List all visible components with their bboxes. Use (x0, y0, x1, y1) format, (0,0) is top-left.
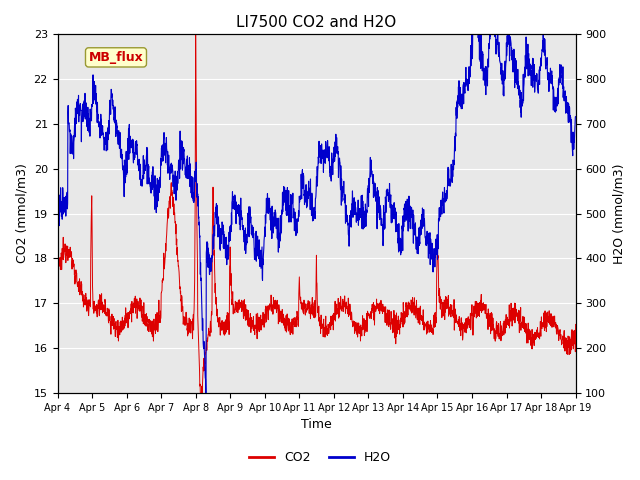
Title: LI7500 CO2 and H2O: LI7500 CO2 and H2O (236, 15, 397, 30)
Text: MB_flux: MB_flux (88, 51, 143, 64)
Y-axis label: CO2 (mmol/m3): CO2 (mmol/m3) (15, 164, 28, 264)
X-axis label: Time: Time (301, 419, 332, 432)
Y-axis label: H2O (mmol/m3): H2O (mmol/m3) (612, 163, 625, 264)
Legend: CO2, H2O: CO2, H2O (244, 446, 396, 469)
